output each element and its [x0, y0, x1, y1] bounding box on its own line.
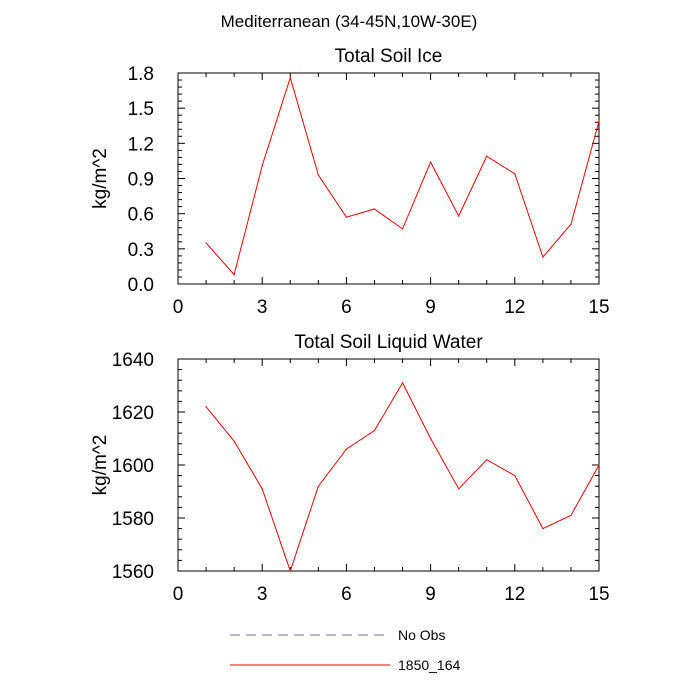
data-point	[289, 77, 291, 79]
data-point	[430, 161, 432, 163]
data-point	[233, 440, 235, 442]
data-point	[542, 256, 544, 258]
x-tick-label: 3	[257, 297, 268, 318]
data-point	[401, 382, 404, 384]
y-tick-label: 1560	[112, 562, 154, 583]
data-point	[289, 570, 291, 572]
y-tick-label: 0.6	[128, 205, 154, 226]
legend-label-1850-164: 1850_164	[398, 657, 461, 673]
y-tick-label: 1640	[112, 350, 154, 371]
y-tick-label: 1620	[112, 403, 154, 424]
data-point	[261, 488, 263, 490]
data-point	[345, 216, 347, 218]
data-point	[486, 459, 488, 461]
series-line	[205, 381, 600, 573]
y-tick-label: 0.0	[128, 275, 154, 296]
legend-label-no-obs: No Obs	[398, 627, 445, 643]
y-tick-label: 1.5	[128, 99, 154, 120]
data-point	[514, 475, 516, 477]
data-point	[570, 223, 572, 225]
data-point	[458, 488, 460, 490]
x-tick-label: 0	[173, 584, 184, 605]
data-point	[373, 208, 376, 210]
panel-total-soil-liquid-water: Total Soil Liquid Water kg/m^2 0 3 6 9 12 15 156…	[90, 332, 610, 605]
plot-frame	[177, 358, 600, 572]
data-point	[458, 215, 460, 217]
data-point	[261, 165, 263, 167]
panel-total-soil-ice: Total Soil Ice kg/m^2 0 3 6 9 12 15 0.0 0.3 0.6 0.9…	[90, 46, 610, 318]
data-point	[317, 485, 319, 487]
data-point	[401, 228, 404, 230]
x-tick-label: 9	[425, 297, 436, 318]
y-tick-label: 0.3	[128, 240, 154, 261]
data-point	[373, 429, 376, 432]
x-tick-label: 0	[173, 297, 184, 318]
x-tick-label: 3	[257, 584, 268, 605]
x-tick-label: 12	[504, 584, 525, 605]
legend: No Obs 1850_164	[230, 627, 461, 673]
series-line	[205, 75, 600, 276]
y-axis-label: kg/m^2	[90, 435, 111, 496]
data-point	[430, 437, 432, 440]
data-point	[598, 120, 600, 122]
x-tick-label: 9	[425, 584, 436, 605]
data-point	[514, 173, 516, 175]
x-tick-label: 12	[504, 297, 525, 318]
data-point	[317, 174, 319, 176]
x-tick-label: 6	[341, 584, 352, 605]
data-point	[205, 242, 207, 244]
x-tick-label: 6	[341, 297, 352, 318]
panel-title: Total Soil Liquid Water	[294, 332, 483, 353]
data-point	[570, 514, 572, 516]
data-point	[233, 274, 235, 276]
x-tick-label: 15	[588, 297, 609, 318]
data-point	[598, 464, 600, 466]
data-point	[345, 448, 347, 450]
y-tick-label: 1580	[112, 509, 154, 530]
panel-title: Total Soil Ice	[335, 46, 443, 67]
plot-frame	[177, 72, 600, 285]
y-axis-label: kg/m^2	[90, 148, 111, 209]
x-tick-label: 15	[588, 584, 609, 605]
y-tick-label: 1.8	[128, 64, 154, 85]
y-tick-label: 0.9	[128, 170, 154, 191]
y-tick-label: 1600	[112, 456, 154, 477]
data-point	[205, 406, 207, 408]
data-point	[542, 528, 544, 530]
figure-title: Mediterranean (34-45N,10W-30E)	[221, 12, 478, 31]
y-tick-label: 1.2	[128, 134, 154, 155]
data-point	[486, 155, 488, 157]
